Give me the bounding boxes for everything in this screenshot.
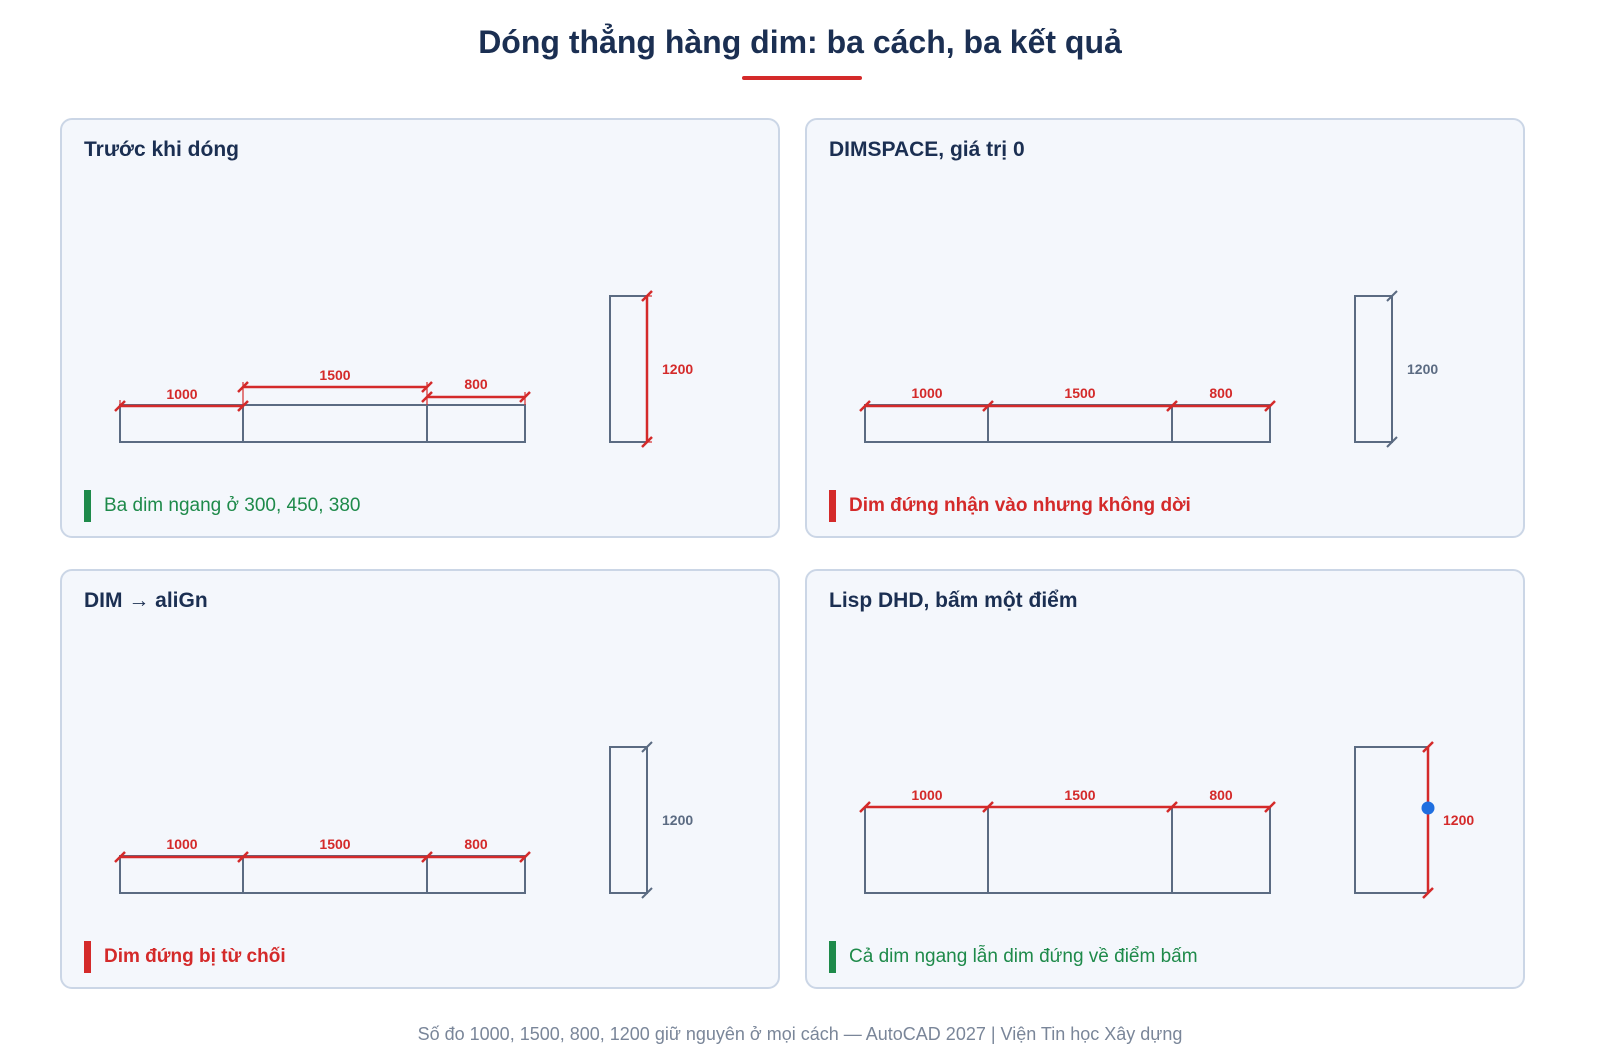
panel-title: DIM → aliGn [84,589,208,612]
panel-title: Trước khi dóng [84,138,239,161]
dim-line-1200 [641,290,653,448]
dim-label-800: 800 [1209,787,1233,803]
dim-label-1500: 1500 [319,836,350,852]
drawing-before: 1000 1500 800 1200 [114,290,693,448]
status-bar [829,941,836,973]
panel-lisp: Lisp DHD, bấm một điểm 1000 1500 800 120… [805,569,1525,989]
note-text: Ba dim ngang ở 300, 450, 380 [104,495,361,516]
dim-line-1000 [114,400,249,412]
rect-1500 [987,806,1173,894]
rect-1000 [864,404,989,443]
rect-1200 [1354,295,1393,443]
note-text: Dim đứng bị từ chối [104,946,286,967]
dim-label-1500: 1500 [319,367,350,383]
panel-title: Lisp DHD, bấm một điểm [829,589,1078,612]
extension-lines [119,295,652,443]
dim-line-800 [421,391,531,403]
dim-label-1200: 1200 [662,361,693,377]
result-note: Ba dim ngang ở 300, 450, 380 [84,490,360,522]
rect-1000 [119,855,244,894]
dim-label-1000: 1000 [166,386,197,402]
rect-800 [1171,806,1271,894]
dim-line-row [859,801,1276,813]
rect-1000 [119,404,244,443]
dim-line-1200 [1422,741,1434,899]
status-bar [84,941,91,973]
dim-label-800: 800 [1209,385,1233,401]
note-text: Cả dim ngang lẫn dim đứng về điểm bấm [849,946,1198,967]
page-title: Dóng thẳng hàng dim: ba cách, ba kết quả [478,24,1122,60]
panel-align: DIM → aliGn 1000 1500 800 1200 Dim đứng … [60,569,780,989]
dim-label-1000: 1000 [911,787,942,803]
rect-800 [426,404,526,443]
dim-line-1200 [641,741,653,899]
panel-title: DIMSPACE, giá trị 0 [829,138,1025,161]
result-note: Cả dim ngang lẫn dim đứng về điểm bấm [829,941,1198,973]
dim-line-row [114,851,531,863]
rect-1200 [1354,746,1429,894]
footer-caption: Số đo 1000, 1500, 800, 1200 giữ nguyên ở… [417,1024,1183,1044]
dim-label-800: 800 [464,836,488,852]
drawing-align: 1000 1500 800 1200 [114,741,693,899]
dim-label-1000: 1000 [166,836,197,852]
dim-label-1000: 1000 [911,385,942,401]
dim-line-1200 [1386,290,1398,448]
panel-dimspace: DIMSPACE, giá trị 0 1000 1500 800 1200 D… [805,118,1525,538]
status-bar [84,490,91,522]
status-bar [829,490,836,522]
dim-label-1200: 1200 [1443,812,1474,828]
result-note: Dim đứng nhận vào nhưng không dời [829,490,1191,522]
pick-point-marker [1421,801,1435,815]
note-text: Dim đứng nhận vào nhưng không dời [849,495,1191,516]
rect-1500 [987,404,1173,443]
rect-1500 [242,404,428,443]
rect-1200 [609,746,648,894]
dim-label-1200: 1200 [662,812,693,828]
rect-800 [1171,404,1271,443]
dim-line-row [859,400,1276,412]
rect-800 [426,855,526,894]
drawing-lisp: 1000 1500 800 1200 [859,741,1474,899]
dim-label-1500: 1500 [1064,385,1095,401]
drawing-dimspace: 1000 1500 800 1200 [859,290,1438,448]
rect-1000 [864,806,989,894]
rect-1200 [609,295,648,443]
dim-label-800: 800 [464,376,488,392]
dim-label-1500: 1500 [1064,787,1095,803]
rect-1500 [242,855,428,894]
dim-label-1200: 1200 [1407,361,1438,377]
title-underline [742,76,862,80]
panel-before: Trước khi dóng 1000 1500 800 [60,118,780,538]
dim-line-1500 [237,381,433,393]
result-note: Dim đứng bị từ chối [84,941,286,973]
